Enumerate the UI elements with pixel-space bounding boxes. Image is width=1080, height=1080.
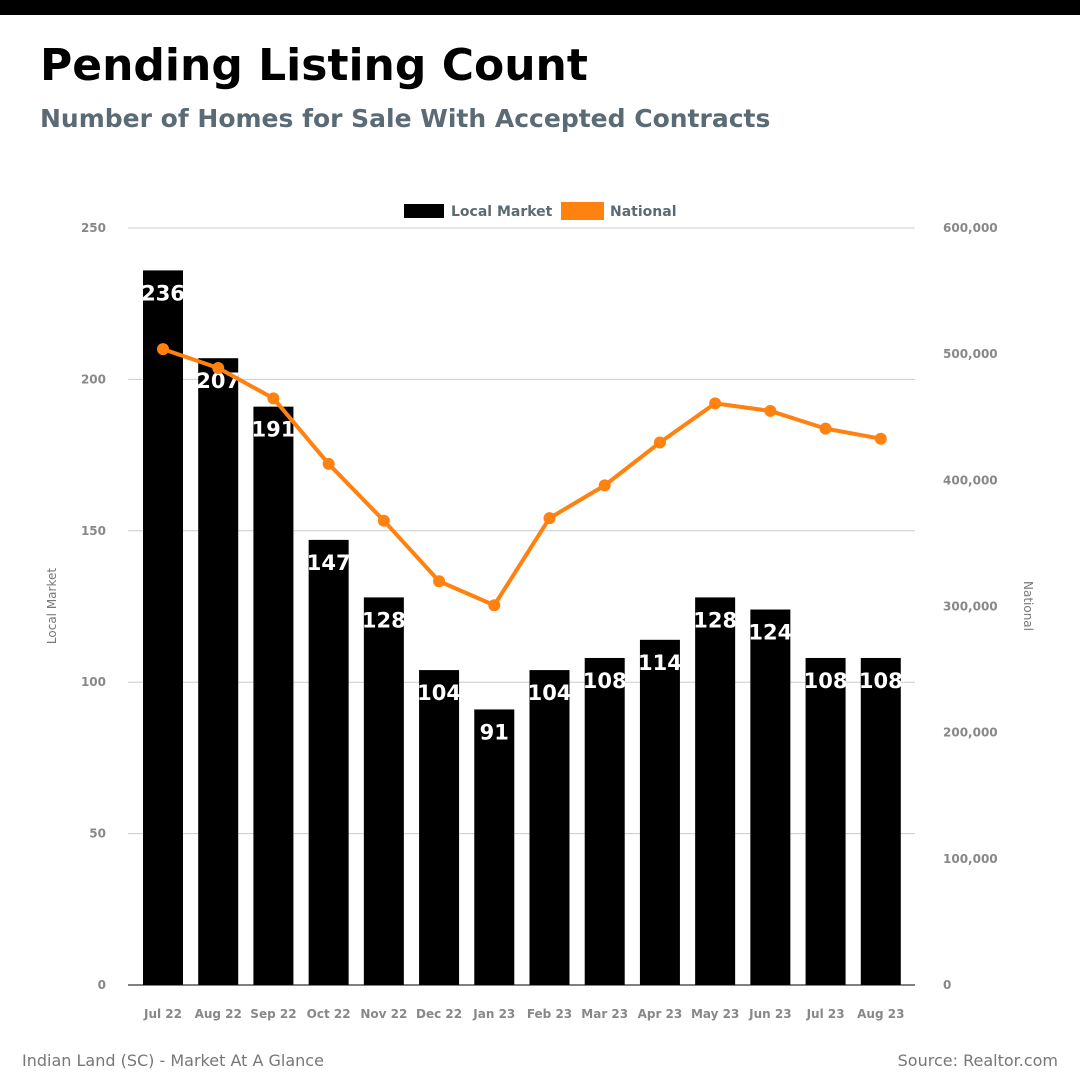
footer-market-name: Indian Land (SC) - Market At A Glance [22,1051,324,1070]
x-tick-label: Jan 23 [472,1007,515,1021]
x-tick-label: May 23 [691,1007,739,1021]
y-right-tick-label: 0 [943,978,951,992]
bar [860,657,901,985]
x-tick-label: Aug 23 [857,1007,904,1021]
national-point [433,575,446,588]
bar-data-label: 191 [252,418,296,442]
bar-data-label: 114 [638,651,682,675]
y-right-tick-label: 500,000 [943,347,998,361]
bar-data-label: 108 [804,669,848,693]
x-tick-label: Jun 23 [748,1007,791,1021]
legend-label-national: National [610,204,677,220]
bar [308,539,349,985]
bar [198,358,239,986]
y-right-axis-title: National [1021,581,1035,631]
national-point [598,479,611,492]
pending-listing-chart: 0 50 100 150 200 250 0 100,000 200,000 300,000 400… [45,202,1035,1021]
page-title: Pending Listing Count [40,40,588,91]
national-series-line [161,347,883,608]
bar [529,670,570,985]
national-point [653,436,666,449]
y-left-tick-label: 0 [98,978,106,992]
x-tick-label: Mar 23 [581,1007,628,1021]
national-point [322,457,335,470]
bar [253,406,294,986]
top-bar [0,0,1080,15]
national-point [157,343,169,356]
x-tick-label: Oct 22 [307,1007,351,1021]
bar-data-label: 104 [417,681,461,705]
x-tick-label: Jul 23 [806,1007,845,1021]
x-tick-label: Nov 22 [360,1007,407,1021]
national-point [212,362,225,375]
bar-data-label: 128 [362,608,406,632]
x-tick-label: Sep 22 [250,1007,296,1021]
y-right-tick-label: 200,000 [943,726,998,740]
national-point [819,422,832,435]
footer-source: Source: Realtor.com [897,1051,1058,1070]
bar-data-label: 91 [480,720,509,744]
bar [584,657,625,985]
x-tick-label: Aug 22 [195,1007,242,1021]
national-point [709,397,722,410]
y-right-tick-label: 400,000 [943,473,998,487]
x-tick-label: Jul 22 [143,1007,182,1021]
national-point [377,514,390,527]
y-right-tick-label: 100,000 [943,852,998,866]
bar-data-label: 108 [583,669,627,693]
y-right-tick-label: 600,000 [943,221,998,235]
y-left-axis-title: Local Market [45,568,59,644]
legend-swatch-national [561,202,604,220]
bar-data-label: 108 [859,669,903,693]
bar [750,609,791,985]
national-point [764,404,777,417]
bar [474,709,515,985]
bar [639,639,680,985]
bar-data-label: 124 [748,621,792,645]
national-point [874,432,887,445]
y-left-tick-label: 50 [89,827,106,841]
national-point [488,599,501,612]
y-left-tick-label: 250 [81,221,106,235]
bar-data-label: 104 [528,681,572,705]
national-point [267,392,280,405]
bar-data-label: 147 [307,551,351,575]
x-tick-label: Apr 23 [638,1007,683,1021]
y-left-tick-label: 100 [81,675,106,689]
national-point [543,512,556,525]
bar-data-label: 128 [693,608,737,632]
y-left-tick-label: 200 [81,372,106,386]
y-right-tick-label: 300,000 [943,600,998,614]
legend-swatch-local-market [404,204,444,218]
bar [143,270,183,986]
x-tick-label: Dec 22 [416,1007,462,1021]
bar [695,597,736,985]
y-left-tick-label: 150 [81,524,106,538]
page-subtitle: Number of Homes for Sale With Accepted C… [40,104,771,133]
bar [419,670,460,985]
bar [805,657,846,985]
bar-data-label: 236 [141,281,185,305]
legend-label-local-market: Local Market [451,204,553,220]
bar [363,597,404,985]
x-tick-label: Feb 23 [527,1007,572,1021]
